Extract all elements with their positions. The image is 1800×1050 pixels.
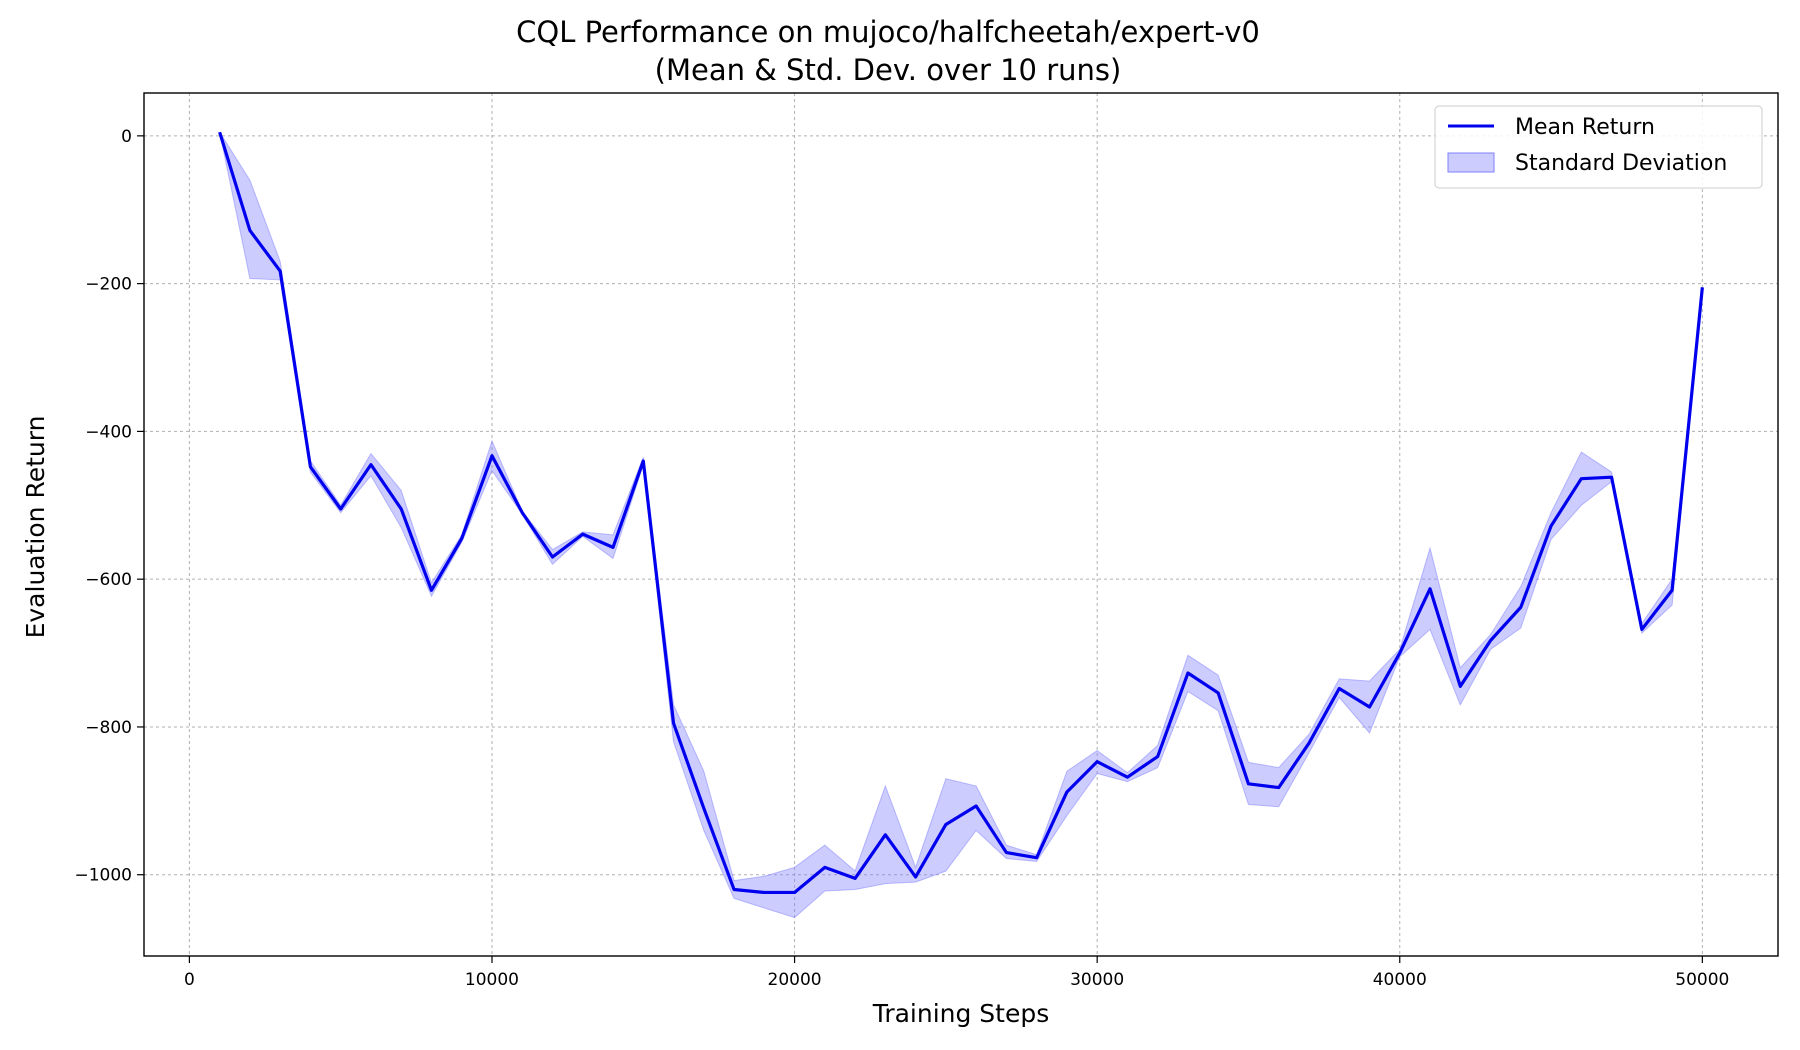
x-tick-label: 0 [184, 970, 195, 990]
legend-box [1434, 105, 1763, 189]
legend-std-swatch [1447, 152, 1495, 173]
x-axis-label: Training Steps [872, 999, 1050, 1028]
y-axis-label: Evaluation Return [21, 416, 50, 639]
x-tick-label: 20000 [768, 970, 822, 990]
y-tick-label: 0 [121, 127, 132, 147]
x-tick-label: 40000 [1373, 970, 1427, 990]
y-ticks: 0 −200 −400 −600 −800 −1000 [74, 127, 144, 886]
x-ticks: 0 10000 20000 30000 40000 50000 [184, 956, 1729, 990]
x-tick-label: 50000 [1675, 970, 1729, 990]
x-tick-label: 10000 [465, 970, 519, 990]
y-tick-label: −1000 [74, 866, 132, 886]
x-tick-label: 30000 [1070, 970, 1124, 990]
plot-frame [143, 92, 1779, 957]
axes [143, 92, 1779, 957]
legend: Mean Return Standard Deviation [1434, 105, 1763, 189]
y-tick-label: −600 [85, 570, 132, 590]
y-tick-label: −800 [85, 718, 132, 738]
mean-line-group [218, 131, 1704, 895]
grid [144, 93, 1778, 956]
chart-subtitle: (Mean & Std. Dev. over 10 runs) [655, 53, 1122, 87]
legend-std-label: Standard Deviation [1515, 151, 1727, 176]
std-band [219, 131, 1703, 919]
legend-mean-label: Mean Return [1515, 115, 1655, 140]
y-tick-label: −200 [85, 275, 132, 295]
chart-title: CQL Performance on mujoco/halfcheetah/ex… [516, 15, 1260, 49]
mean-return-line [218, 131, 1704, 895]
y-tick-label: −400 [85, 422, 132, 442]
std-band-group [219, 131, 1703, 919]
